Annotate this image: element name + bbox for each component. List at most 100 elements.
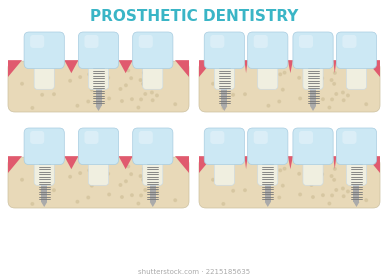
Polygon shape <box>119 60 133 73</box>
FancyBboxPatch shape <box>310 57 315 63</box>
Circle shape <box>92 65 94 67</box>
Circle shape <box>318 69 320 72</box>
Circle shape <box>283 71 286 74</box>
Circle shape <box>156 94 158 97</box>
Circle shape <box>270 172 272 174</box>
Circle shape <box>330 79 333 81</box>
Circle shape <box>228 84 230 87</box>
FancyBboxPatch shape <box>214 63 234 89</box>
Bar <box>221 63 227 106</box>
Circle shape <box>316 84 318 87</box>
FancyBboxPatch shape <box>342 131 357 144</box>
Circle shape <box>151 91 153 94</box>
FancyBboxPatch shape <box>199 157 380 208</box>
FancyBboxPatch shape <box>85 35 99 48</box>
Polygon shape <box>175 60 189 77</box>
FancyBboxPatch shape <box>214 159 234 185</box>
Polygon shape <box>366 60 380 77</box>
FancyBboxPatch shape <box>24 32 64 69</box>
Bar <box>265 159 271 202</box>
Circle shape <box>212 82 214 85</box>
Circle shape <box>321 77 324 80</box>
Circle shape <box>335 189 338 191</box>
FancyBboxPatch shape <box>299 131 313 144</box>
FancyBboxPatch shape <box>248 32 288 69</box>
FancyBboxPatch shape <box>96 57 101 63</box>
FancyBboxPatch shape <box>303 159 323 185</box>
Polygon shape <box>199 156 213 173</box>
FancyBboxPatch shape <box>143 159 163 185</box>
Circle shape <box>37 84 40 87</box>
FancyBboxPatch shape <box>139 35 153 48</box>
FancyBboxPatch shape <box>293 128 333 165</box>
Polygon shape <box>150 202 156 207</box>
Polygon shape <box>119 156 133 169</box>
Circle shape <box>41 190 43 192</box>
Circle shape <box>36 83 39 86</box>
Circle shape <box>69 80 71 82</box>
Circle shape <box>222 107 225 109</box>
Polygon shape <box>244 60 248 73</box>
Circle shape <box>174 199 177 202</box>
Circle shape <box>38 164 41 167</box>
FancyBboxPatch shape <box>8 61 189 112</box>
Circle shape <box>298 76 300 79</box>
Circle shape <box>331 194 333 197</box>
FancyBboxPatch shape <box>336 128 377 165</box>
Polygon shape <box>64 60 78 73</box>
Circle shape <box>87 196 90 199</box>
FancyBboxPatch shape <box>133 32 173 69</box>
Circle shape <box>37 180 40 183</box>
Polygon shape <box>199 60 213 77</box>
FancyBboxPatch shape <box>346 159 367 185</box>
FancyBboxPatch shape <box>199 61 380 112</box>
Circle shape <box>131 194 133 197</box>
Circle shape <box>31 107 34 109</box>
FancyBboxPatch shape <box>258 159 278 185</box>
Circle shape <box>244 189 246 192</box>
Circle shape <box>212 178 214 181</box>
FancyBboxPatch shape <box>34 159 54 185</box>
Polygon shape <box>221 106 227 111</box>
Circle shape <box>142 72 145 74</box>
FancyBboxPatch shape <box>346 63 367 89</box>
Polygon shape <box>288 156 293 169</box>
Text: PROSTHETIC DENTISTRY: PROSTHETIC DENTISTRY <box>90 8 298 24</box>
Circle shape <box>278 196 281 199</box>
FancyBboxPatch shape <box>30 35 44 48</box>
Circle shape <box>69 176 71 178</box>
FancyBboxPatch shape <box>78 128 119 165</box>
Circle shape <box>328 202 331 205</box>
Circle shape <box>260 80 262 82</box>
Circle shape <box>341 91 344 94</box>
Circle shape <box>131 98 133 101</box>
Circle shape <box>232 190 234 192</box>
Circle shape <box>331 98 333 101</box>
Circle shape <box>106 66 109 68</box>
Circle shape <box>229 68 232 71</box>
Circle shape <box>21 82 23 85</box>
Polygon shape <box>8 156 22 173</box>
Circle shape <box>107 172 109 175</box>
Polygon shape <box>366 156 380 173</box>
FancyBboxPatch shape <box>88 159 109 185</box>
FancyBboxPatch shape <box>8 157 189 208</box>
Circle shape <box>334 168 336 170</box>
Polygon shape <box>8 60 22 77</box>
Circle shape <box>125 84 127 87</box>
FancyBboxPatch shape <box>78 32 119 69</box>
Circle shape <box>79 172 81 174</box>
Circle shape <box>239 159 242 162</box>
Circle shape <box>137 106 140 109</box>
Circle shape <box>121 100 123 102</box>
FancyBboxPatch shape <box>24 128 64 165</box>
FancyBboxPatch shape <box>88 63 109 89</box>
Circle shape <box>297 66 300 68</box>
Circle shape <box>139 175 142 177</box>
Circle shape <box>283 167 286 170</box>
Circle shape <box>127 69 130 72</box>
Polygon shape <box>41 202 47 207</box>
Circle shape <box>228 180 230 183</box>
Circle shape <box>267 200 270 203</box>
Polygon shape <box>95 106 102 111</box>
